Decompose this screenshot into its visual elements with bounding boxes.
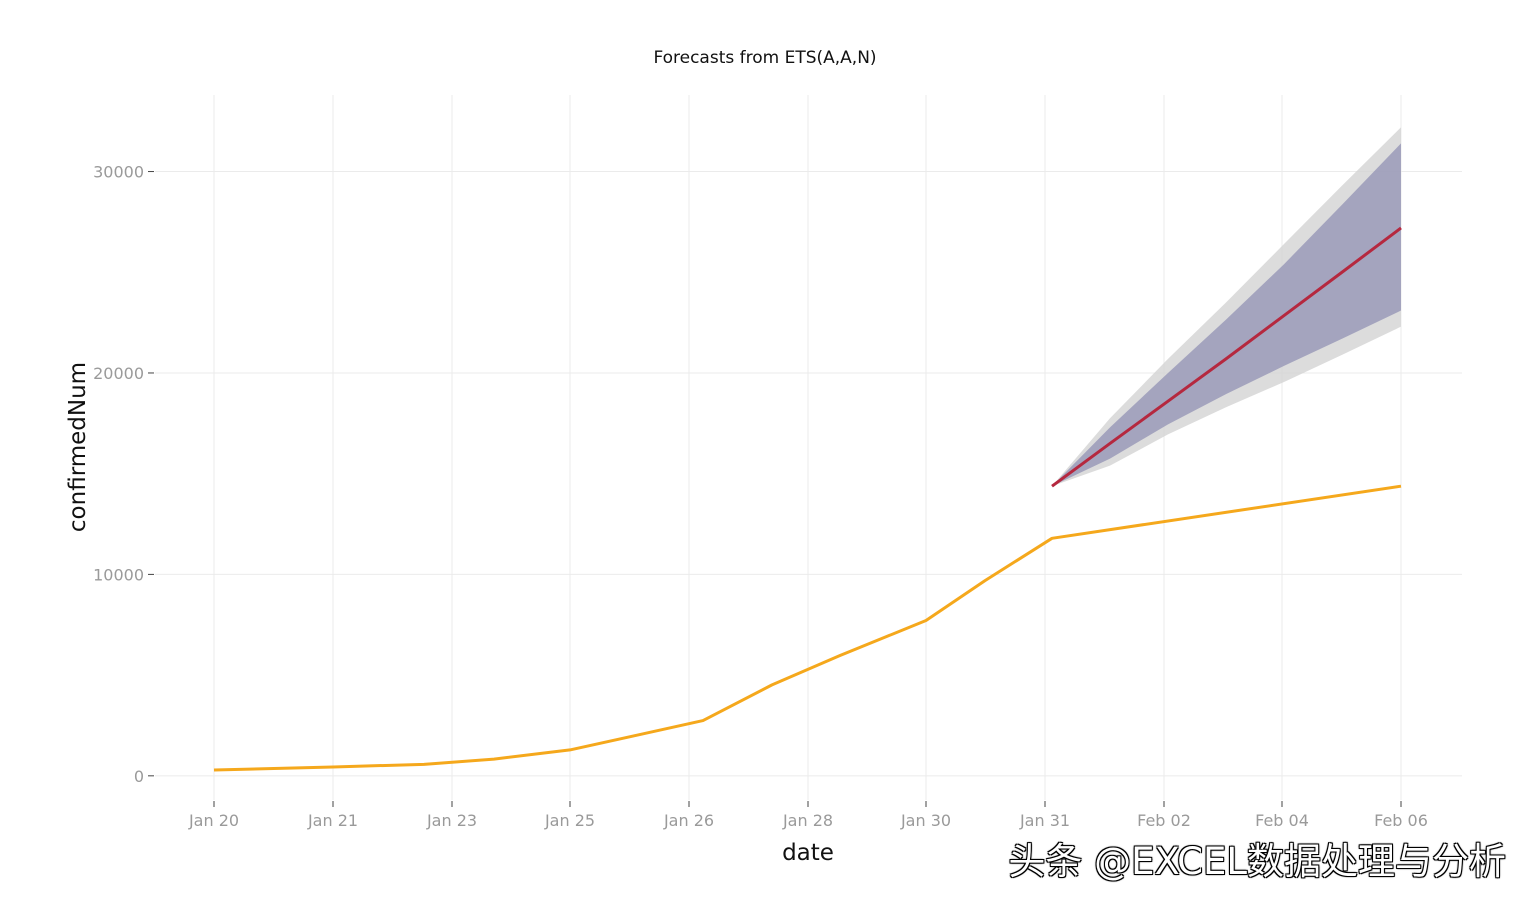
chart-title: Forecasts from ETS(A,A,N) <box>653 48 876 68</box>
x-tick-label: Jan 28 <box>782 811 833 830</box>
y-axis-ticks: 0 10000 20000 30000 <box>93 163 154 786</box>
x-tick-label: Feb 06 <box>1374 811 1428 830</box>
observed-line <box>213 484 1402 772</box>
interval-80-band <box>1052 143 1401 487</box>
y-tick-label: 10000 <box>93 565 144 584</box>
y-tick-label: 0 <box>134 767 144 786</box>
watermark: 头条 @EXCEL数据处理与分析 <box>1008 840 1506 883</box>
x-axis-ticks: Jan 20 Jan 21 Jan 23 Jan 25 Jan 26 Jan 28 Jan … <box>188 801 1428 830</box>
x-tick-label: Jan 20 <box>188 811 239 830</box>
grid-lines <box>155 95 1462 800</box>
x-tick-label: Feb 02 <box>1137 811 1191 830</box>
y-axis-title: confirmedNum <box>65 362 91 532</box>
x-tick-label: Feb 04 <box>1255 811 1309 830</box>
x-tick-label: Jan 30 <box>900 811 951 830</box>
interval-95-band <box>1052 127 1401 487</box>
x-tick-label: Jan 26 <box>663 811 714 830</box>
x-axis-title: date <box>782 840 834 866</box>
y-tick-label: 20000 <box>93 364 144 383</box>
series-lines <box>213 226 1402 772</box>
x-tick-label: Jan 25 <box>544 811 595 830</box>
y-tick-label: 30000 <box>93 163 144 182</box>
prediction-intervals <box>1052 127 1401 487</box>
x-tick-label: Jan 31 <box>1019 811 1070 830</box>
x-tick-label: Jan 21 <box>307 811 358 830</box>
forecast-line <box>1051 226 1402 488</box>
x-tick-label: Jan 23 <box>426 811 477 830</box>
